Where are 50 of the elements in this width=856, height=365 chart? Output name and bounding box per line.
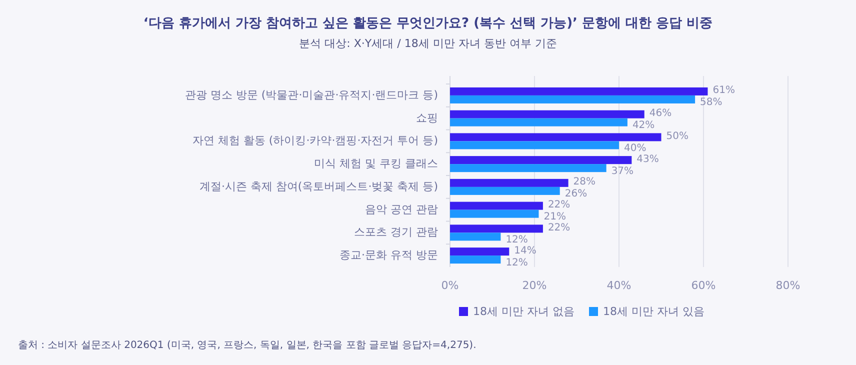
y-tick-label: 쇼핑: [416, 111, 438, 124]
bar: [450, 133, 662, 142]
bar: [450, 256, 501, 264]
source-note: 출처 : 소비자 설문조사 2026Q1 (미국, 영국, 프랑스, 독일, 일본, 한국을 포함 글로벌 응답자=4,275).: [18, 340, 476, 351]
bar: [450, 232, 501, 241]
data-label: 58%: [700, 97, 722, 108]
bar: [450, 87, 708, 96]
data-label: 50%: [666, 130, 688, 142]
bar: [450, 186, 560, 195]
y-tick-label: 음악 공연 관람: [365, 202, 438, 216]
bar: [450, 210, 539, 218]
y-tick-label: 스포츠 경기 관람: [354, 226, 438, 239]
x-tick-label: 0%: [441, 279, 459, 292]
data-label: 22%: [548, 222, 570, 234]
bar: [450, 118, 628, 126]
data-label: 61%: [712, 85, 735, 96]
legend-label: 18세 미만 자녀 없음: [473, 305, 574, 318]
x-tick-label: 80%: [776, 279, 800, 292]
chart-title: ‘다음 휴가에서 가장 참여하고 싶은 활동은 무엇인가요? (복수 선택 가능)’ 문항에 대한 응답 비중: [143, 16, 713, 31]
data-label: 12%: [506, 234, 528, 246]
bar: [450, 248, 510, 256]
y-tick-label: 종교·문화 유적 방문: [340, 248, 438, 262]
bar: [450, 202, 543, 210]
bar: [450, 156, 632, 164]
chart-subtitle: 분석 대상: X·Y세대 / 18세 미만 자녀 동반 여부 기준: [299, 37, 557, 50]
bar: [450, 178, 568, 187]
data-label: 28%: [573, 176, 596, 188]
bar: [450, 164, 606, 172]
data-label: 46%: [649, 108, 672, 120]
legend-label: 18세 미만 자녀 있음: [603, 305, 704, 318]
data-label: 26%: [564, 188, 588, 200]
data-label: 14%: [514, 245, 536, 256]
bar: [450, 95, 696, 104]
data-label: 37%: [611, 166, 634, 177]
data-label: 22%: [548, 200, 570, 211]
data-label: 40%: [624, 142, 646, 154]
data-label: 43%: [636, 154, 659, 165]
y-tick-label: 자연 체험 활동 (하이킹·카약·캠핑·자전거 투어 등): [192, 134, 438, 148]
x-tick-label: 20%: [522, 279, 547, 292]
y-tick-label: 관광 명소 방문 (박물관·미술관·유적지·랜드마크 등): [184, 88, 438, 102]
data-label: 12%: [506, 257, 528, 268]
bar: [450, 224, 543, 233]
data-label: 42%: [632, 120, 655, 132]
x-tick-label: 40%: [606, 279, 632, 292]
y-tick-label: 미식 체험 및 쿠킹 클래스: [314, 157, 438, 170]
data-label: 21%: [544, 212, 566, 223]
y-tick-label: 계절·시즌 축제 참여(옥토버페스트·벚꽃 축제 등): [199, 180, 438, 193]
bar: [450, 141, 619, 150]
bar: [450, 110, 644, 118]
x-tick-label: 60%: [691, 279, 716, 292]
